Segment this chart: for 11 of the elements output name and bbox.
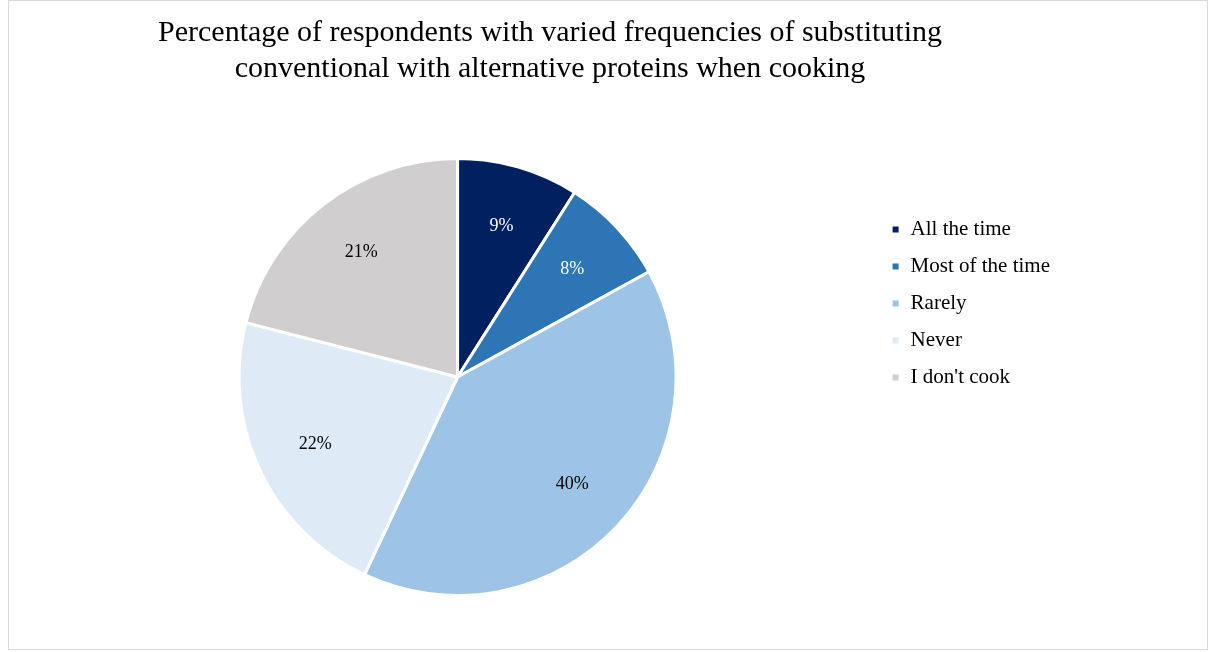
data-label: 9%: [489, 214, 514, 235]
legend-label: I don't cook: [910, 364, 1011, 389]
data-label: 40%: [555, 473, 589, 494]
data-label: 22%: [298, 432, 332, 453]
legend-label: Most of the time: [910, 253, 1050, 278]
legend-label: All the time: [910, 216, 1011, 241]
legend-label: Rarely: [910, 290, 968, 315]
legend-label: Never: [910, 327, 962, 352]
data-label: 8%: [560, 258, 585, 279]
data-label: 21%: [344, 241, 378, 262]
chart-title: Percentage of respondents with varied frequencies of substituting conventional with alternative proteins when cooking: [158, 13, 942, 83]
